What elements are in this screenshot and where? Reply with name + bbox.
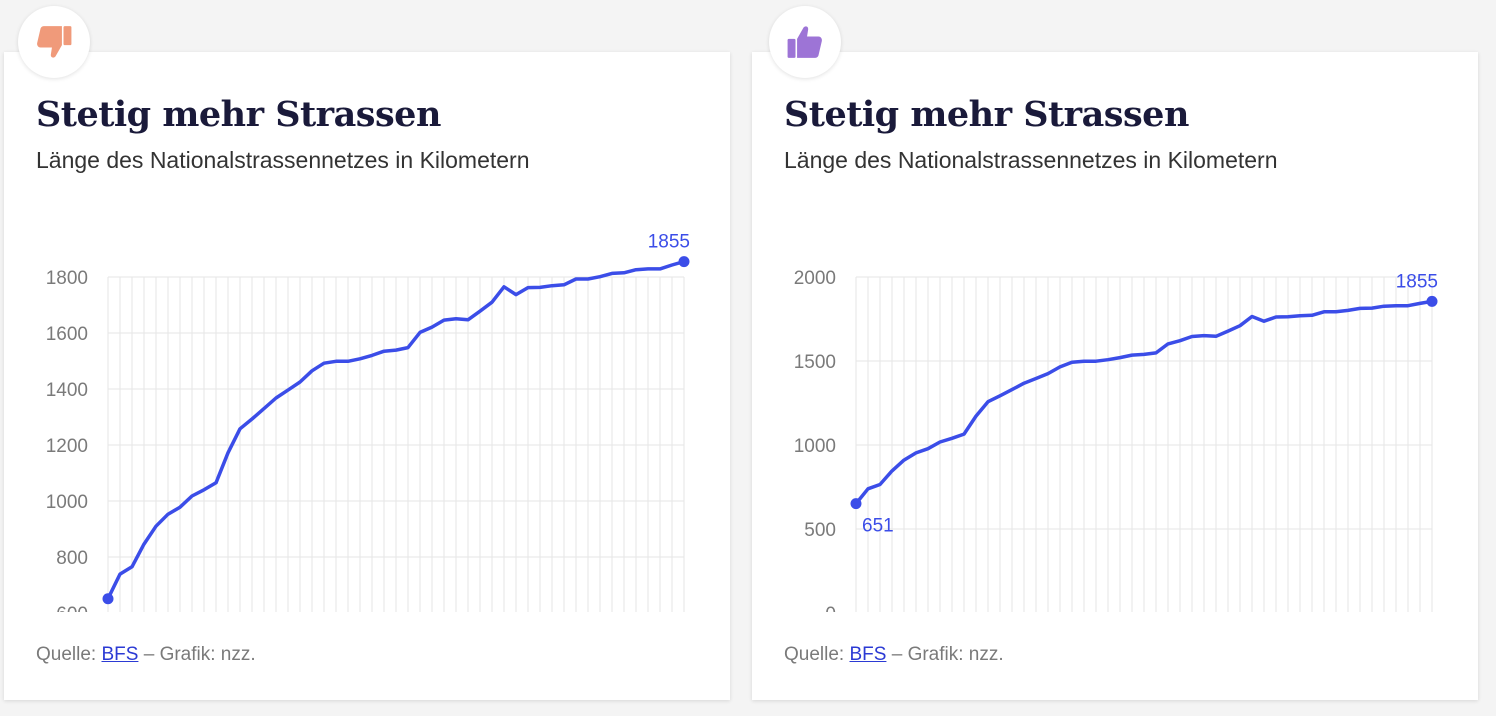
line-chart-left: 6008001000120014001600180019707886942002… — [46, 232, 690, 612]
thumbs-down-icon — [37, 26, 72, 58]
start-value-label: 651 — [114, 611, 146, 612]
series-line — [854, 299, 1434, 506]
source-prefix: Quelle: — [36, 644, 97, 665]
source-link-bfs[interactable]: BFS — [849, 644, 887, 665]
y-tick-label: 800 — [56, 548, 88, 569]
y-tick-label: 600 — [56, 604, 88, 612]
line-chart-right: 0500100015002000197078869420021020176511… — [794, 268, 1438, 612]
chart-subtitle: Länge des Nationalstrassennetzes in Kilo… — [784, 147, 1278, 173]
chart-card-right: Stetig mehr Strassen Länge des Nationals… — [752, 52, 1478, 700]
y-tick-label: 0 — [825, 604, 836, 612]
chart-subtitle: Länge des Nationalstrassennetzes in Kilo… — [36, 147, 530, 173]
end-point — [1426, 295, 1438, 307]
thumbs-up-badge — [769, 6, 841, 78]
start-point — [850, 498, 862, 510]
series-line — [106, 259, 686, 601]
source-link-bfs[interactable]: BFS — [101, 644, 139, 665]
thumbs-down-badge — [18, 6, 90, 78]
source-line: Quelle: BFS – Grafik: nzz. — [784, 644, 1004, 666]
end-point — [678, 256, 690, 268]
source-suffix: – Grafik: nzz. — [891, 644, 1004, 665]
end-value-label: 1855 — [1396, 271, 1438, 292]
start-point — [102, 593, 114, 605]
y-tick-label: 1000 — [794, 436, 836, 457]
y-tick-label: 1000 — [46, 492, 88, 513]
y-tick-label: 1600 — [46, 324, 88, 345]
y-tick-label: 1400 — [46, 380, 88, 401]
source-suffix: – Grafik: nzz. — [143, 644, 256, 665]
y-tick-label: 1200 — [46, 436, 88, 457]
thumbs-up-icon — [787, 26, 822, 58]
source-line: Quelle: BFS – Grafik: nzz. — [36, 644, 256, 666]
chart-card-left: Stetig mehr Strassen Länge des Nationals… — [4, 52, 730, 700]
start-value-label: 651 — [862, 516, 894, 537]
chart-title: Stetig mehr Strassen — [784, 94, 1189, 135]
y-tick-label: 500 — [804, 520, 836, 541]
y-tick-label: 2000 — [794, 268, 836, 289]
chart-title: Stetig mehr Strassen — [36, 94, 441, 135]
source-prefix: Quelle: — [784, 644, 845, 665]
y-tick-label: 1800 — [46, 268, 88, 289]
y-tick-label: 1500 — [794, 352, 836, 373]
end-value-label: 1855 — [648, 232, 690, 253]
